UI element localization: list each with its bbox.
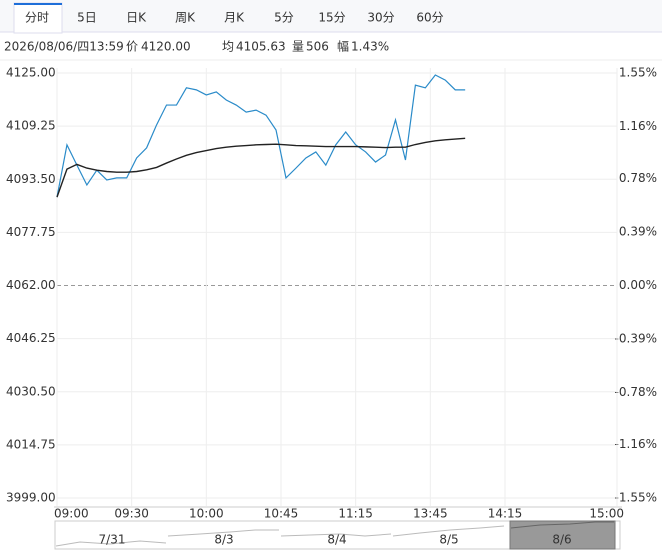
y2-tick-label: 0.39% (619, 225, 657, 239)
y-tick-label: 4014.75 (6, 437, 56, 451)
x-tick-label: 11:15 (338, 507, 373, 521)
navigator-date[interactable]: 8/4 (327, 533, 346, 547)
y-tick-label: 4062.00 (6, 278, 56, 292)
sparkline (392, 525, 505, 537)
info-range-label: 幅 (337, 39, 349, 54)
tab[interactable]: 日K (126, 11, 147, 25)
series-line (56, 74, 466, 198)
y-tick-label: 4093.50 (6, 172, 56, 186)
info-avg: 4105.63 (236, 40, 286, 54)
info-price-label: 价 (126, 40, 138, 54)
y2-tick-label: -0.78% (615, 385, 657, 399)
info-volume-label: 量 (292, 40, 304, 54)
y2-tick-label: -1.16% (615, 437, 657, 451)
y2-tick-label: 0.78% (619, 171, 657, 185)
y-tick-label: 4109.25 (6, 119, 56, 133)
navigator-sparkline (55, 521, 614, 547)
tab[interactable]: 月K (224, 11, 245, 25)
y2-tick-label: -1.55% (615, 491, 657, 505)
y2-tick-label: -0.39% (615, 331, 657, 345)
navigator-window[interactable] (509, 520, 616, 550)
tab[interactable]: 60分 (416, 11, 443, 25)
tab[interactable]: 5日 (77, 11, 97, 25)
x-tick-label: 09:30 (114, 507, 149, 521)
tab[interactable]: 5分 (274, 11, 294, 25)
tab[interactable]: 15分 (318, 11, 345, 25)
x-tick-label: 09:00 (54, 507, 89, 521)
x-tick-label: 10:00 (189, 507, 224, 521)
active-tab (13, 2, 63, 34)
x-tick-label: 10:45 (264, 507, 299, 521)
navigator-date[interactable]: 8/3 (214, 533, 233, 547)
navigator-date[interactable]: 7/31 (99, 533, 126, 547)
y2-tick-label: 1.55% (619, 66, 657, 80)
sparkline (280, 533, 392, 537)
sparkline (55, 540, 167, 547)
tab[interactable]: 周K (175, 11, 196, 25)
tab[interactable]: 分时 (25, 11, 49, 25)
x-tick-label: 14:15 (488, 507, 523, 521)
info-avg-label: 均 (222, 40, 234, 54)
y-tick-label: 3999.00 (6, 491, 56, 505)
sparkline (167, 529, 279, 537)
y-tick-label: 4125.00 (6, 66, 56, 80)
sparkline (510, 521, 614, 529)
active-tab-indicator (14, 3, 62, 5)
navigator-date[interactable]: 8/6 (552, 533, 571, 547)
series-line (56, 137, 466, 198)
y2-tick-label: 1.16% (619, 119, 657, 133)
y2-tick-label: 0.00% (619, 278, 657, 292)
tab[interactable]: 30分 (367, 11, 394, 25)
info-range: 1.43% (351, 40, 389, 54)
info-date-time: 2026/08/06/四13:59 (4, 40, 124, 54)
navigator-date[interactable]: 8/5 (439, 533, 458, 547)
x-tick-label: 13:45 (413, 507, 448, 521)
y-tick-label: 4046.25 (6, 331, 56, 345)
y-tick-label: 4030.50 (6, 384, 56, 398)
info-volume: 506 (306, 40, 329, 54)
x-tick-label: 15:00 (589, 507, 624, 521)
tab-bar (0, 0, 662, 32)
info-price: 4120.00 (141, 40, 191, 54)
y-tick-label: 4077.75 (6, 225, 56, 239)
